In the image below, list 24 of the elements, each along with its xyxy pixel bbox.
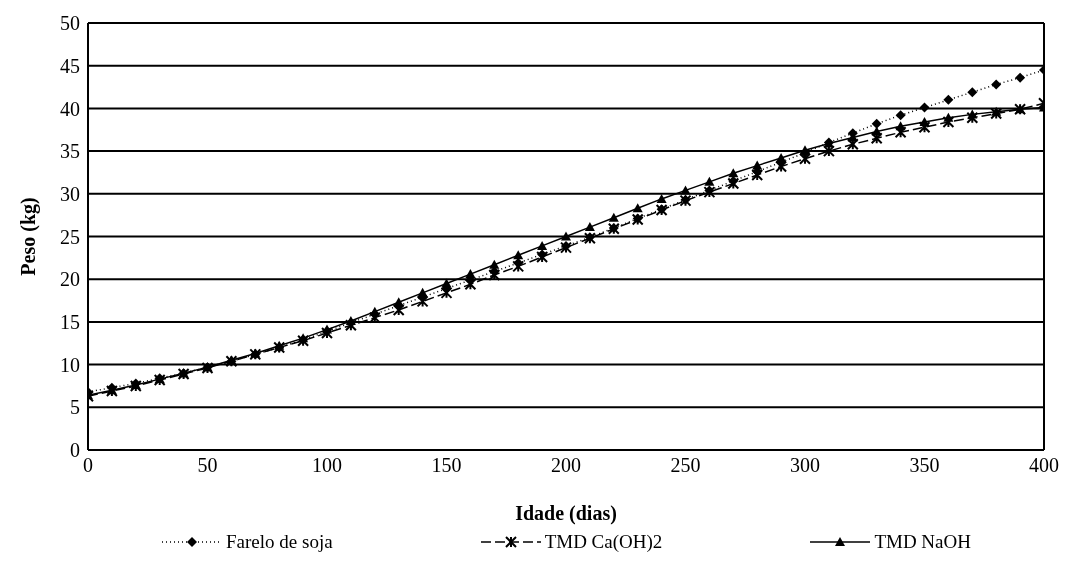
x-tick-label: 150 <box>431 454 462 477</box>
y-tick-label: 15 <box>60 311 80 333</box>
y-tick-label: 5 <box>70 396 80 419</box>
x-tick-label: 250 <box>670 454 701 477</box>
y-tick-label: 45 <box>60 54 80 77</box>
legend-label: TMD Ca(OH)2 <box>544 531 663 553</box>
y-tick-label: 40 <box>60 97 80 120</box>
x-axis-title: Idade (dias) <box>515 502 617 525</box>
legend-label: Farelo de soja <box>226 531 333 553</box>
y-tick-label: 20 <box>60 268 80 291</box>
legend-label: TMD NaOH <box>874 531 971 553</box>
y-tick-label: 10 <box>60 353 80 376</box>
y-tick-label: 35 <box>60 140 80 163</box>
y-axis-title: Peso (kg) <box>17 197 41 276</box>
x-tick-label: 200 <box>551 454 581 477</box>
y-tick-label: 50 <box>60 12 80 35</box>
x-tick-label: 100 <box>312 454 342 477</box>
x-tick-label: 50 <box>197 454 218 477</box>
y-tick-label: 25 <box>60 225 80 248</box>
y-tick-label: 30 <box>60 182 80 205</box>
x-tick-label: 400 <box>1029 454 1059 477</box>
x-tick-label: 350 <box>909 454 940 477</box>
x-tick-label: 300 <box>790 454 820 477</box>
y-tick-label: 0 <box>70 439 80 462</box>
